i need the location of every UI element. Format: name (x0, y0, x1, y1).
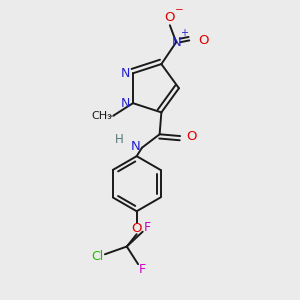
Text: methyl: methyl (105, 115, 110, 116)
Text: N: N (130, 140, 140, 153)
Text: O: O (131, 222, 142, 236)
Text: H: H (115, 134, 124, 146)
Text: N: N (171, 36, 181, 49)
Text: methyl: methyl (111, 115, 116, 117)
Text: F: F (143, 221, 151, 234)
Text: Cl: Cl (91, 250, 103, 263)
Text: O: O (198, 34, 208, 47)
Text: −: − (176, 5, 184, 15)
Text: O: O (186, 130, 197, 142)
Text: N: N (121, 97, 130, 110)
Text: F: F (139, 262, 146, 276)
Text: CH₃: CH₃ (91, 110, 112, 121)
Text: methyl: methyl (109, 115, 114, 116)
Text: N: N (121, 67, 130, 80)
Text: methyl: methyl (111, 114, 116, 116)
Text: O: O (165, 11, 175, 24)
Text: +: + (180, 28, 188, 38)
